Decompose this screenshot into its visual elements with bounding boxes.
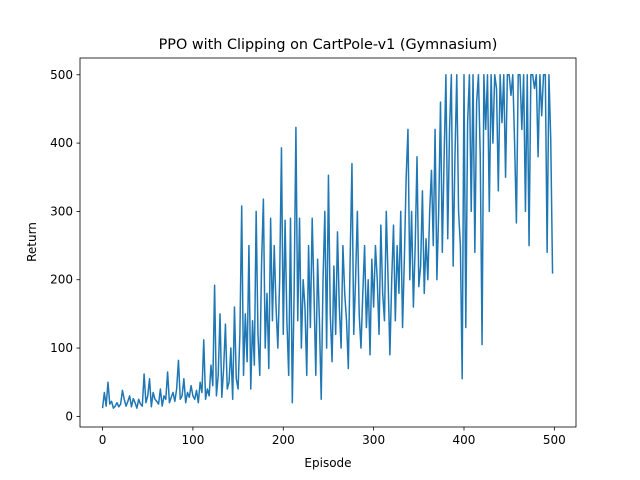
y-tick-label: 200 [50,273,73,287]
chart-title: PPO with Clipping on CartPole-v1 (Gymnas… [159,37,498,53]
plot-frame [79,57,577,428]
y-tick-label: 500 [50,68,73,82]
x-tick-label: 0 [99,433,107,447]
y-axis-label: Return [25,222,39,262]
x-axis-label: Episode [304,456,351,470]
x-tick-label: 400 [453,433,476,447]
data-line [101,74,554,409]
x-tick-label: 200 [272,433,295,447]
x-tick-label: 100 [181,433,204,447]
y-tick-label: 400 [50,136,73,150]
y-tick-label: 300 [50,204,73,218]
x-tick-label: 300 [362,433,385,447]
y-tick-label: 0 [65,409,73,423]
x-tick-label: 500 [543,433,566,447]
y-tick-label: 100 [50,341,73,355]
